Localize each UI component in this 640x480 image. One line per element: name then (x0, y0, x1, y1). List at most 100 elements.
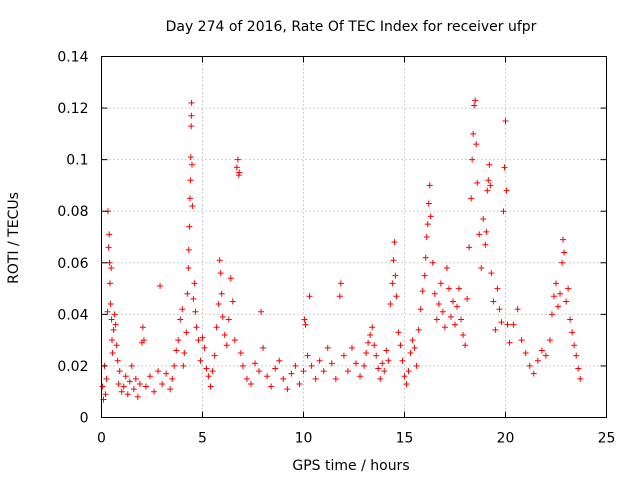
data-point (577, 375, 584, 382)
data-point (447, 313, 454, 320)
data-point (185, 264, 192, 271)
data-point (468, 195, 475, 202)
data-point (159, 380, 166, 387)
data-point (260, 344, 267, 351)
data-point (231, 337, 238, 344)
x-tick-label: 25 (598, 431, 616, 447)
data-point (419, 288, 426, 295)
data-point (548, 311, 555, 318)
data-point (557, 290, 564, 297)
y-tick-label: 0.04 (57, 307, 88, 323)
data-point (439, 308, 446, 315)
data-point (104, 308, 111, 315)
data-point (280, 375, 287, 382)
data-point (195, 337, 202, 344)
data-point (173, 347, 180, 354)
data-point (126, 378, 133, 385)
data-point (510, 321, 517, 328)
data-point (180, 362, 187, 369)
data-point (469, 156, 476, 163)
data-point (340, 352, 347, 359)
data-point (473, 141, 480, 148)
data-point (304, 352, 311, 359)
data-point (437, 280, 444, 287)
data-point (401, 373, 408, 380)
data-point (234, 156, 241, 163)
data-point (112, 321, 119, 328)
data-point (464, 295, 471, 302)
data-point (192, 308, 199, 315)
data-point (559, 259, 566, 266)
data-point (435, 301, 442, 308)
data-point (429, 259, 436, 266)
data-point (111, 311, 118, 318)
data-point (157, 282, 164, 289)
data-point (201, 344, 208, 351)
data-point (474, 179, 481, 186)
data-point (344, 368, 351, 375)
data-point (215, 301, 222, 308)
data-point (431, 290, 438, 297)
data-point (140, 337, 147, 344)
data-point (186, 223, 193, 230)
data-point (189, 203, 196, 210)
data-point (107, 301, 114, 308)
data-point (565, 285, 572, 292)
data-point (203, 365, 210, 372)
data-point (563, 298, 570, 305)
data-point (225, 316, 232, 323)
data-point (571, 342, 578, 349)
data-point (389, 280, 396, 287)
chart-title: Day 274 of 2016, Rate Of TEC Index for r… (166, 19, 537, 35)
data-point (379, 360, 386, 367)
data-point (188, 99, 195, 106)
data-point (573, 352, 580, 359)
data-point (258, 308, 265, 315)
data-point (292, 362, 299, 369)
data-point (560, 236, 567, 243)
data-point (243, 375, 250, 382)
x-tick-label: 0 (97, 431, 106, 447)
data-point (169, 375, 176, 382)
data-point (120, 383, 127, 390)
data-point (264, 373, 271, 380)
data-point (449, 298, 456, 305)
data-point (171, 362, 178, 369)
data-point (288, 370, 295, 377)
data-point (99, 383, 106, 390)
data-point (183, 329, 190, 336)
data-point (403, 380, 410, 387)
data-point (411, 344, 418, 351)
data-point (522, 350, 529, 357)
data-point (498, 319, 505, 326)
data-point (122, 373, 129, 380)
data-point (371, 342, 378, 349)
y-tick-label: 0.06 (57, 256, 88, 272)
data-point (108, 316, 115, 323)
data-point (514, 306, 521, 313)
data-point (506, 339, 513, 346)
data-point (252, 360, 259, 367)
data-point (218, 290, 225, 297)
data-point (383, 347, 390, 354)
data-point (146, 373, 153, 380)
data-point (247, 380, 254, 387)
data-points (99, 97, 584, 403)
x-tick-label: 5 (198, 431, 207, 447)
data-point (227, 275, 234, 282)
data-point (276, 357, 283, 364)
data-point (357, 373, 364, 380)
data-point (130, 386, 137, 393)
data-point (454, 303, 461, 310)
data-point (197, 357, 204, 364)
data-point (128, 362, 135, 369)
data-point (163, 370, 170, 377)
data-point (108, 264, 115, 271)
data-point (109, 337, 116, 344)
data-point (205, 373, 212, 380)
data-point (320, 368, 327, 375)
data-point (445, 285, 452, 292)
data-point (209, 368, 216, 375)
data-point (433, 316, 440, 323)
